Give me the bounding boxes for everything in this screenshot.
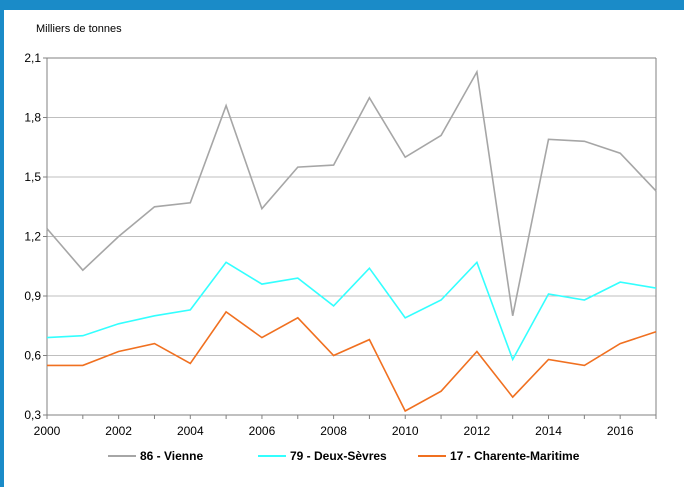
series-lines: [46, 69, 657, 413]
y-tick-label: 2,1: [24, 51, 41, 65]
legend-label: 17 - Charente-Maritime: [450, 449, 580, 463]
legend-label: 86 - Vienne: [140, 449, 203, 463]
x-tick-labels: 2000 2002 2004 2006 2008 2010 2012 2014 2016: [34, 424, 634, 438]
x-tick-label: 2000: [34, 424, 61, 438]
x-tick-label: 2016: [607, 424, 634, 438]
series-line-3: [47, 310, 657, 413]
y-tick-labels: 0,3 0,6 0,9 1,2 1,5 1,8 2,1: [24, 51, 41, 422]
y-tick-label: 0,6: [24, 349, 41, 363]
y-tick-label: 0,9: [24, 289, 41, 303]
legend: 86 - Vienne 79 - Deux-Sèvres 17 - Charente…: [108, 449, 580, 463]
x-tick-label: 2010: [392, 424, 419, 438]
y-tick-label: 1,8: [24, 111, 41, 125]
x-tick-label: 2006: [249, 424, 276, 438]
x-tick-label: 2012: [464, 424, 491, 438]
series-line-2: [46, 260, 657, 362]
x-tick-label: 2002: [105, 424, 132, 438]
gridlines: [47, 57, 656, 356]
x-tick-label: 2004: [177, 424, 204, 438]
y-tick-label: 1,2: [24, 230, 41, 244]
series-line-1: [46, 69, 657, 316]
y-axis-unit-label: Milliers de tonnes: [36, 23, 122, 35]
axes: [43, 57, 657, 419]
x-tick-label: 2014: [535, 424, 562, 438]
y-tick-label: 1,5: [24, 170, 41, 184]
legend-label: 79 - Deux-Sèvres: [290, 449, 387, 463]
y-tick-label: 0,3: [24, 408, 41, 422]
x-tick-label: 2008: [320, 424, 347, 438]
